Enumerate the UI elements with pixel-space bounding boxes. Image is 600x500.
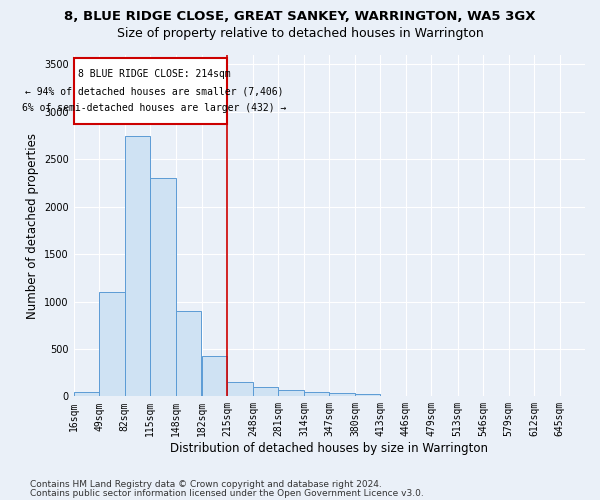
Bar: [278, 390, 304, 396]
Bar: [74, 392, 99, 396]
Text: ← 94% of detached houses are smaller (7,406): ← 94% of detached houses are smaller (7,…: [25, 86, 284, 96]
Bar: [329, 393, 355, 396]
Bar: [125, 136, 150, 396]
Bar: [304, 392, 329, 396]
Bar: [253, 387, 278, 396]
Text: Contains public sector information licensed under the Open Government Licence v3: Contains public sector information licen…: [30, 488, 424, 498]
Bar: [227, 382, 253, 396]
Bar: [150, 178, 176, 396]
Bar: [99, 292, 125, 397]
X-axis label: Distribution of detached houses by size in Warrington: Distribution of detached houses by size …: [170, 442, 488, 455]
Y-axis label: Number of detached properties: Number of detached properties: [26, 132, 38, 318]
FancyBboxPatch shape: [74, 58, 227, 124]
Bar: [355, 394, 380, 396]
Text: 8 BLUE RIDGE CLOSE: 214sqm: 8 BLUE RIDGE CLOSE: 214sqm: [78, 70, 231, 80]
Text: Contains HM Land Registry data © Crown copyright and database right 2024.: Contains HM Land Registry data © Crown c…: [30, 480, 382, 489]
Bar: [176, 311, 201, 396]
Text: 8, BLUE RIDGE CLOSE, GREAT SANKEY, WARRINGTON, WA5 3GX: 8, BLUE RIDGE CLOSE, GREAT SANKEY, WARRI…: [64, 10, 536, 23]
Text: Size of property relative to detached houses in Warrington: Size of property relative to detached ho…: [116, 28, 484, 40]
Text: 6% of semi-detached houses are larger (432) →: 6% of semi-detached houses are larger (4…: [22, 102, 287, 113]
Bar: [202, 356, 227, 397]
